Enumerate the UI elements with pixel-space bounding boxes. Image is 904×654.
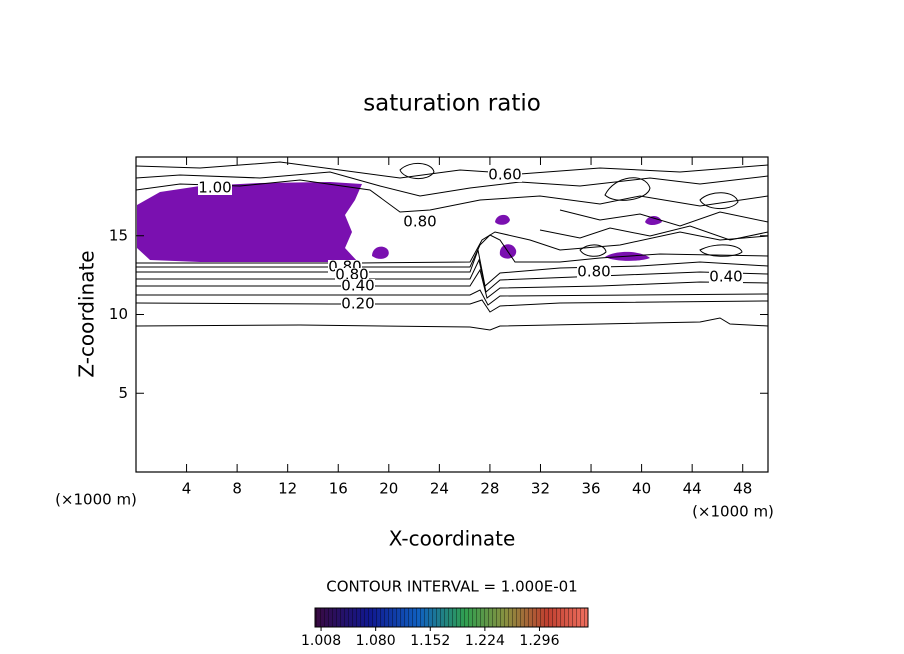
contour-line (699, 244, 743, 257)
x-axis-label: X-coordinate (389, 527, 516, 551)
filled-regions (137, 182, 662, 262)
contour-line (136, 171, 768, 197)
filled-region (495, 214, 510, 225)
contour-label: 0.40 (709, 268, 742, 286)
y-unit: (×1000 m) (55, 491, 137, 509)
contour-line (136, 258, 768, 293)
y-tick-label: 10 (109, 305, 128, 323)
contour-line (539, 225, 768, 241)
contour-line (136, 268, 768, 299)
x-tick-label: 28 (480, 480, 499, 498)
contour-line (136, 317, 768, 331)
contour-label-bg (198, 181, 232, 195)
filled-region (137, 182, 362, 262)
y-tick-label: 5 (118, 384, 128, 402)
contour-line (136, 231, 768, 264)
x-tick-label: 36 (581, 480, 600, 498)
x-tick-label: 16 (329, 480, 348, 498)
colorbar-tick-label: 1.152 (410, 633, 450, 649)
contour-interval: CONTOUR INTERVAL = 1.000E-01 (326, 578, 577, 596)
contour-label: 0.80 (577, 263, 610, 281)
contour-label: 0.20 (341, 295, 374, 313)
contour-line (136, 161, 768, 179)
contour-line (559, 209, 768, 227)
x-tick-label: 4 (182, 480, 192, 498)
contour-line (604, 177, 651, 201)
colorbar-tick-label: 1.008 (301, 633, 341, 649)
filled-region (645, 216, 662, 225)
colorbar-tick-label: 1.224 (465, 633, 505, 649)
contour-label-bg (577, 265, 611, 279)
contour-label: 0.80 (403, 213, 436, 231)
contour-line (579, 244, 607, 257)
x-tick-label: 8 (232, 480, 242, 498)
contour-label: 1.00 (198, 179, 231, 197)
x-tick-label: 48 (733, 480, 752, 498)
contour-line (136, 248, 768, 287)
x-unit: (×1000 m) (692, 503, 774, 521)
colorbar-tick-label: 1.296 (519, 633, 559, 649)
contour-label-bg (709, 270, 743, 284)
contour-label-bg (488, 168, 522, 182)
x-tick-label: 12 (278, 480, 297, 498)
contour-label: 0.60 (488, 166, 521, 184)
contour-line (136, 289, 768, 306)
x-tick-label: 32 (531, 480, 550, 498)
x-tick-label: 20 (379, 480, 398, 498)
x-tick-label: 40 (632, 480, 651, 498)
contour-line (136, 299, 768, 313)
contour-line (136, 234, 768, 268)
contour-label-bg (341, 297, 375, 311)
x-tick-label: 44 (683, 480, 702, 498)
contour-label: 0.40 (341, 277, 374, 295)
colorbar-stripes (315, 608, 588, 627)
colorbar-tick-label: 1.080 (356, 633, 396, 649)
contour-label-bg (403, 215, 437, 229)
x-tick-label: 24 (430, 480, 449, 498)
contour-line (699, 192, 739, 209)
contour-line (399, 163, 435, 179)
y-tick-label: 15 (109, 226, 128, 244)
y-axis-label: Z-coordinate (75, 250, 99, 377)
contour-label-bg (341, 279, 375, 293)
chart-title: saturation ratio (363, 91, 541, 117)
filled-region (372, 246, 389, 259)
contour-line (136, 179, 768, 213)
contour-label-bg (335, 268, 369, 282)
contour-labels: 1.000.600.800.800.800.400.200.80 0.40 (198, 166, 743, 313)
